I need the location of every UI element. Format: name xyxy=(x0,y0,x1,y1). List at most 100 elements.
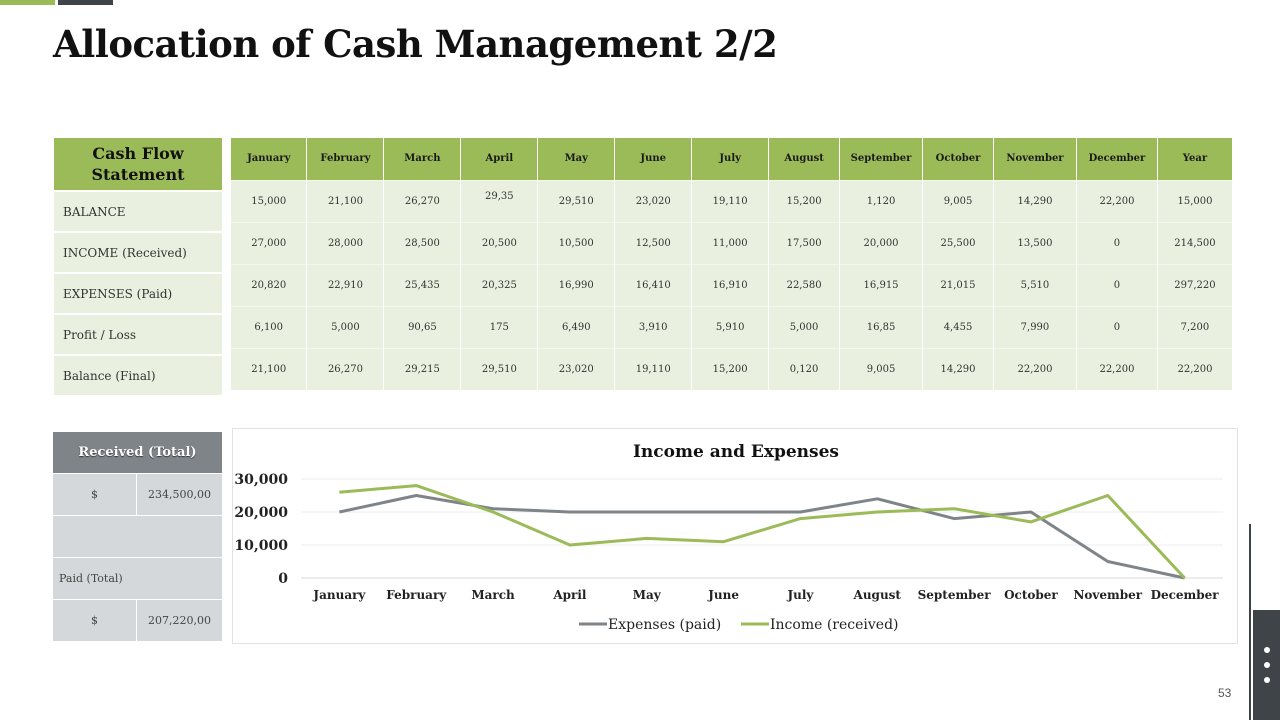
table-cell: 22,200 xyxy=(1157,347,1234,390)
column-header: June xyxy=(614,138,693,180)
x-tick-label: December xyxy=(1151,588,1220,602)
table-cell: 16,990 xyxy=(537,263,616,306)
table-cell: 9,005 xyxy=(839,347,924,390)
expenses-series-line xyxy=(339,494,1185,580)
slide-title: Allocation of Cash Management 2/2 xyxy=(53,22,778,66)
column-header: Year xyxy=(1157,138,1234,180)
table-cell: 27,000 xyxy=(231,221,308,264)
legend-income-label: Income (received) xyxy=(770,617,899,633)
table-cell: 25,500 xyxy=(922,221,994,264)
page-number: 53 xyxy=(1218,686,1232,700)
row-label-income: INCOME (Received) xyxy=(54,231,222,272)
table-cell: 26,270 xyxy=(383,179,462,222)
chart-canvas: Income and Expenses 30,000 20,000 10,000 0 Ja… xyxy=(234,442,1223,633)
column-header: January xyxy=(231,138,308,180)
table-cell: 15,000 xyxy=(1157,179,1234,222)
table-cell: 11,000 xyxy=(691,221,770,264)
received-amount: 234,500,00 xyxy=(148,488,211,501)
menu-dot-icon xyxy=(1264,662,1270,668)
table-row: 27,000 28,000 28,500 20,500 10,500 12,500 11,0… xyxy=(231,221,1234,264)
table-cell: 14,290 xyxy=(922,347,994,390)
totals-spacer-row xyxy=(53,515,222,557)
right-divider-line xyxy=(1249,524,1251,720)
table-cell: 22,200 xyxy=(1076,347,1158,390)
row-label-balance-final: Balance (Final) xyxy=(54,354,222,395)
table-cell: 17,500 xyxy=(768,221,841,264)
column-header: July xyxy=(691,138,770,180)
table-cell: 16,410 xyxy=(614,263,693,306)
table-cell: 16,915 xyxy=(839,263,924,306)
table-cell: 21,100 xyxy=(231,347,308,390)
column-header: September xyxy=(839,138,924,180)
table-cell: 28,000 xyxy=(306,221,385,264)
column-header: November xyxy=(993,138,1077,180)
table-cell: 20,820 xyxy=(231,263,308,306)
table-cell: 22,200 xyxy=(993,347,1077,390)
received-total-row: $ 234,500,00 xyxy=(53,473,222,515)
table-cell: 29,215 xyxy=(383,347,462,390)
table-cell: 29,35 xyxy=(460,179,539,222)
table-cell: 23,020 xyxy=(537,347,616,390)
income-series-line xyxy=(339,484,1186,580)
received-currency: $ xyxy=(53,474,137,515)
column-header: December xyxy=(1076,138,1158,180)
cash-flow-header: Cash Flow Statement xyxy=(54,138,222,190)
table-cell: 1,120 xyxy=(839,179,924,222)
table-cell: 29,510 xyxy=(460,347,539,390)
table-cell: 4,455 xyxy=(922,305,994,348)
column-header: May xyxy=(537,138,616,180)
x-tick-label: August xyxy=(853,588,902,602)
table-cell: 29,510 xyxy=(537,179,616,222)
top-accent-green-bar xyxy=(0,0,55,5)
table-cell: 10,500 xyxy=(537,221,616,264)
totals-box: Received (Total) $ 234,500,00 Paid (Tota… xyxy=(53,432,222,641)
table-cell: 21,015 xyxy=(922,263,994,306)
x-tick-label: January xyxy=(312,588,366,602)
table-cell: 19,110 xyxy=(614,347,693,390)
x-tick-label: February xyxy=(386,588,447,602)
row-label-expenses: EXPENSES (Paid) xyxy=(54,272,222,313)
received-total-header: Received (Total) xyxy=(53,432,222,473)
y-tick-label: 30,000 xyxy=(234,472,288,488)
income-expenses-chart: Income and Expenses 30,000 20,000 10,000 0 Ja… xyxy=(232,428,1238,644)
table-cell: 0 xyxy=(1076,305,1158,348)
x-tick-label: April xyxy=(552,588,587,602)
monthly-cash-flow-table: January February March April May June July Augu… xyxy=(231,138,1234,390)
table-header-row: January February March April May June July Augu… xyxy=(231,138,1234,180)
table-cell: 5,510 xyxy=(993,263,1077,306)
table-cell: 175 xyxy=(460,305,539,348)
table-cell: 16,910 xyxy=(691,263,770,306)
table-body: 15,000 21,100 26,270 29,35 29,510 23,020 19,11… xyxy=(231,179,1234,390)
table-cell: 297,220 xyxy=(1157,263,1234,306)
y-tick-label: 20,000 xyxy=(234,505,288,521)
table-cell: 12,500 xyxy=(614,221,693,264)
table-cell: 0 xyxy=(1076,221,1158,264)
chart-title: Income and Expenses xyxy=(633,442,839,462)
table-cell: 22,200 xyxy=(1076,179,1158,222)
y-tick-label: 0 xyxy=(278,571,288,587)
table-cell: 0 xyxy=(1076,263,1158,306)
table-cell: 22,910 xyxy=(306,263,385,306)
table-cell: 5,910 xyxy=(691,305,770,348)
table-cell: 26,270 xyxy=(306,347,385,390)
table-row: 21,100 26,270 29,215 29,510 23,020 19,110 15,2… xyxy=(231,347,1234,390)
table-cell: 6,490 xyxy=(537,305,616,348)
paid-amount: 207,220,00 xyxy=(148,614,211,627)
paid-currency: $ xyxy=(53,600,137,641)
top-accent-dark-bar xyxy=(58,0,113,5)
column-header: April xyxy=(460,138,539,180)
table-cell: 3,910 xyxy=(614,305,693,348)
column-header: August xyxy=(768,138,841,180)
x-tick-label: July xyxy=(786,588,814,602)
table-cell: 14,290 xyxy=(993,179,1077,222)
row-label-balance: BALANCE xyxy=(54,190,222,231)
table-cell: 20,500 xyxy=(460,221,539,264)
table-cell: 16,85 xyxy=(839,305,924,348)
menu-dot-icon xyxy=(1264,677,1270,683)
table-row: 20,820 22,910 25,435 20,325 16,990 16,410 16,9… xyxy=(231,263,1234,306)
table-cell: 90,65 xyxy=(383,305,462,348)
table-cell: 20,325 xyxy=(460,263,539,306)
x-tick-label: November xyxy=(1073,588,1142,602)
column-header: February xyxy=(306,138,385,180)
table-cell: 25,435 xyxy=(383,263,462,306)
